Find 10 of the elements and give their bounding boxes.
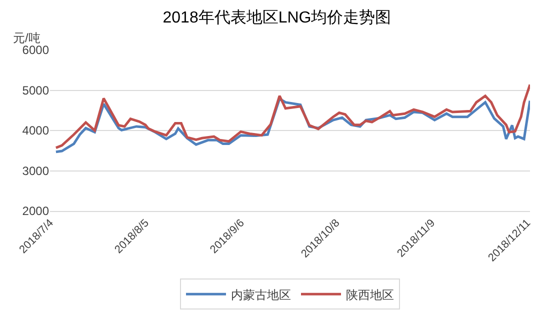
y-tick-label: 2000 (22, 204, 50, 218)
y-tick-label: 4000 (22, 124, 50, 138)
legend-label: 陕西地区 (346, 288, 394, 302)
chart-title: 2018年代表地区LNG均价走势图 (162, 8, 392, 26)
y-axis-title: 元/吨 (13, 31, 40, 45)
y-tick-label: 3000 (22, 164, 50, 178)
line-series (54, 83, 530, 150)
legend-label: 内蒙古地区 (231, 288, 291, 302)
y-tick-label: 5000 (22, 83, 50, 98)
y-tick-label: 6000 (22, 43, 50, 58)
